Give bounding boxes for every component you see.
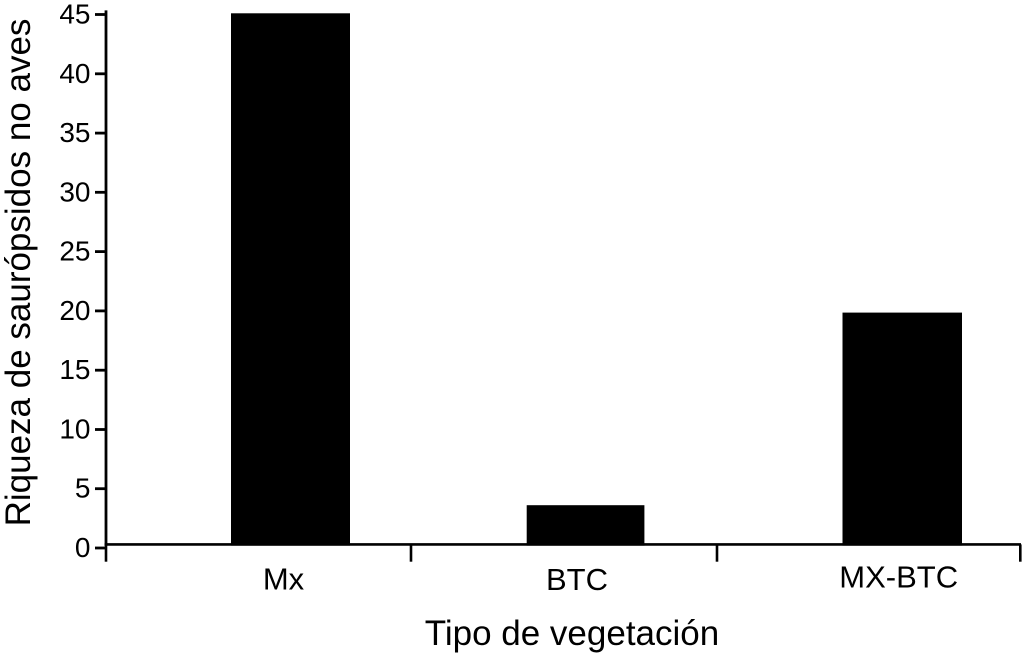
svg-text:40: 40 xyxy=(59,58,90,89)
svg-text:20: 20 xyxy=(59,295,90,326)
svg-text:30: 30 xyxy=(59,176,90,207)
svg-text:Mx: Mx xyxy=(263,562,305,597)
svg-text:10: 10 xyxy=(59,414,90,445)
svg-text:Tipo de vegetación: Tipo de vegetación xyxy=(425,614,719,653)
svg-text:15: 15 xyxy=(59,354,90,385)
svg-text:Riqueza de saurópsidos no aves: Riqueza de saurópsidos no aves xyxy=(0,19,38,527)
svg-text:35: 35 xyxy=(59,117,90,148)
svg-text:0: 0 xyxy=(75,532,91,563)
svg-text:45: 45 xyxy=(59,0,90,30)
svg-text:MX-BTC: MX-BTC xyxy=(839,560,958,595)
svg-text:25: 25 xyxy=(59,236,90,267)
svg-text:BTC: BTC xyxy=(546,562,608,597)
svg-text:5: 5 xyxy=(75,473,91,504)
